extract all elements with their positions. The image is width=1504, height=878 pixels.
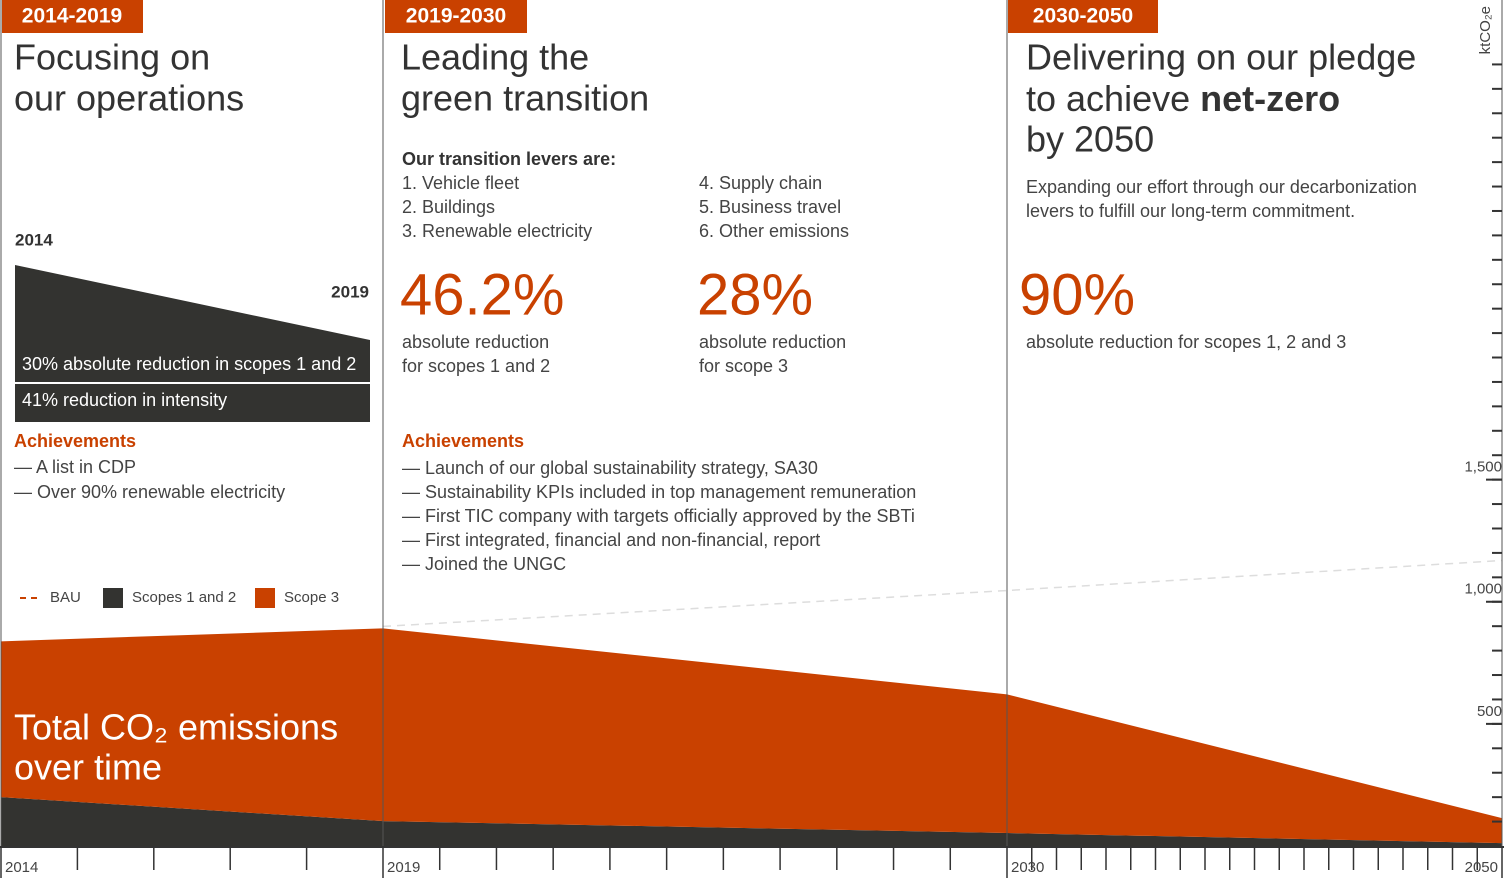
x-tick-label: 2014 — [5, 859, 38, 876]
stat-value: 90% — [1019, 262, 1135, 327]
panel-title: to achieve net-zero — [1026, 78, 1340, 119]
chart-title: Total CO₂ emissions — [14, 707, 338, 748]
x-tick-label: 2019 — [387, 859, 420, 876]
end-label: 2019 — [331, 282, 369, 301]
achievement: — Sustainability KPIs included in top ma… — [402, 482, 916, 502]
legend-swatch — [255, 588, 275, 608]
bar-text: 30% absolute reduction in scopes 1 and 2 — [22, 354, 356, 374]
lever: 5. Business travel — [699, 197, 841, 217]
x-tick-label: 2050 — [1465, 859, 1498, 876]
legend-swatch — [103, 588, 123, 608]
x-tick-label: 2030 — [1011, 859, 1044, 876]
stat-value: 46.2% — [400, 262, 564, 327]
tag-box — [2, 0, 143, 33]
period-tag: 2014-2019 — [22, 5, 122, 28]
y-tick-label: 500 — [1477, 703, 1502, 720]
lever: 3. Renewable electricity — [402, 221, 592, 241]
stat-value: 28% — [697, 262, 813, 327]
y-tick-label: 1,000 — [1464, 581, 1502, 598]
bar-text: 41% reduction in intensity — [22, 390, 227, 410]
achievement: — First TIC company with targets officia… — [402, 506, 915, 526]
panel-title: Leading the — [401, 37, 589, 78]
emissions-chart — [1, 559, 1503, 846]
panel-title: green transition — [401, 78, 649, 119]
area — [1, 628, 1502, 844]
achievements-title: Achievements — [14, 431, 136, 451]
achievement: — Over 90% renewable electricity — [14, 482, 285, 502]
stat-text: absolute reduction — [699, 332, 846, 352]
description: Expanding our effort through our decarbo… — [1026, 177, 1417, 197]
stat-text: absolute reduction — [402, 332, 549, 352]
description: levers to fulfill our long-term commitme… — [1026, 201, 1355, 221]
legend-label: BAU — [50, 589, 81, 606]
tag-box — [385, 0, 527, 33]
lever: 4. Supply chain — [699, 173, 822, 193]
chart-title: over time — [14, 747, 162, 788]
achievement: — A list in CDP — [14, 457, 136, 477]
legend-label: Scope 3 — [284, 589, 339, 606]
bau-line — [382, 559, 1503, 628]
panel-title: Delivering on our pledge — [1026, 37, 1416, 78]
lever: 2. Buildings — [402, 197, 495, 217]
y-tick-label: 1,500 — [1464, 459, 1502, 476]
levers-title: Our transition levers are: — [402, 149, 616, 169]
stat-text: absolute reduction for scopes 1, 2 and 3 — [1026, 332, 1346, 352]
lever: 6. Other emissions — [699, 221, 849, 241]
achievement: — Launch of our global sustainability st… — [402, 458, 818, 478]
stat-text: for scope 3 — [699, 356, 788, 376]
area — [1, 797, 1502, 846]
panel-title: our operations — [14, 78, 244, 119]
stat-text: for scopes 1 and 2 — [402, 356, 550, 376]
period-tag: 2019-2030 — [406, 5, 506, 28]
y-axis-label: ktCO₂e — [1477, 6, 1494, 54]
legend-label: Scopes 1 and 2 — [132, 589, 236, 606]
panel-title: Focusing on — [14, 37, 210, 78]
tag-box — [1008, 0, 1158, 33]
achievements-title: Achievements — [402, 431, 524, 451]
achievement: — Joined the UNGC — [402, 554, 566, 574]
period-tag: 2030-2050 — [1033, 5, 1133, 28]
lever: 1. Vehicle fleet — [402, 173, 519, 193]
title-bold: net-zero — [1200, 78, 1340, 119]
title-part: to achieve — [1026, 78, 1200, 119]
panel-title: by 2050 — [1026, 119, 1154, 160]
achievement: — First integrated, financial and non-fi… — [402, 530, 820, 550]
start-label: 2014 — [15, 230, 53, 249]
